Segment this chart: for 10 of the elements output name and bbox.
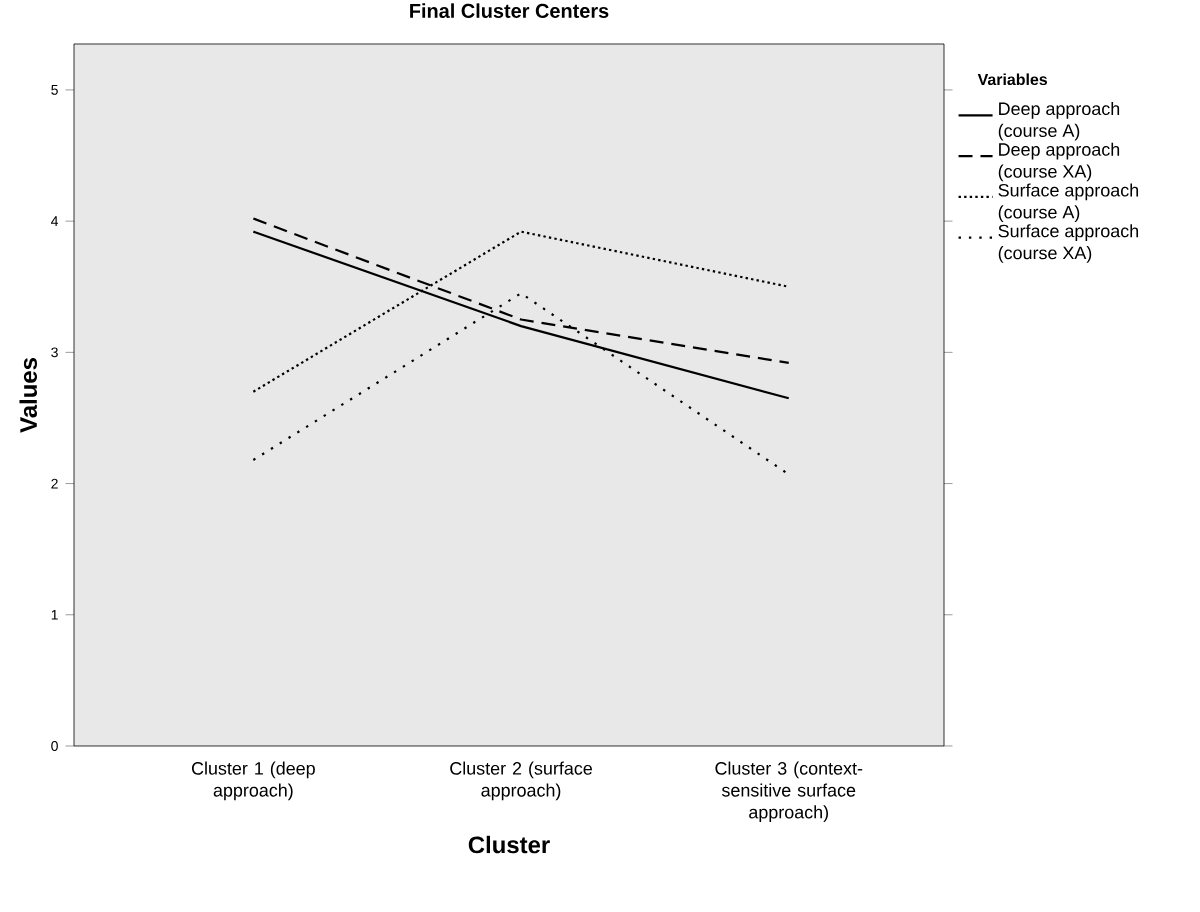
x-tick-label: Cluster 2 (surface approach) <box>450 761 592 801</box>
y-axis-title: Values <box>19 358 37 433</box>
legend-label: Surface approach (course XA) <box>998 224 1139 263</box>
x-tick-label: Cluster 1 (deep approach) <box>191 761 315 801</box>
legend-label: Deep approach (course XA) <box>998 142 1120 182</box>
legend-label: Deep approach (course A) <box>998 101 1120 141</box>
x-tick-label: Cluster 3 (context-sensitive surface approach) <box>715 761 863 823</box>
legend-label: Surface approach (course A) <box>998 183 1139 223</box>
chart-title: Final Cluster Centers <box>410 3 609 18</box>
x-axis-title: Cluster <box>468 835 550 854</box>
